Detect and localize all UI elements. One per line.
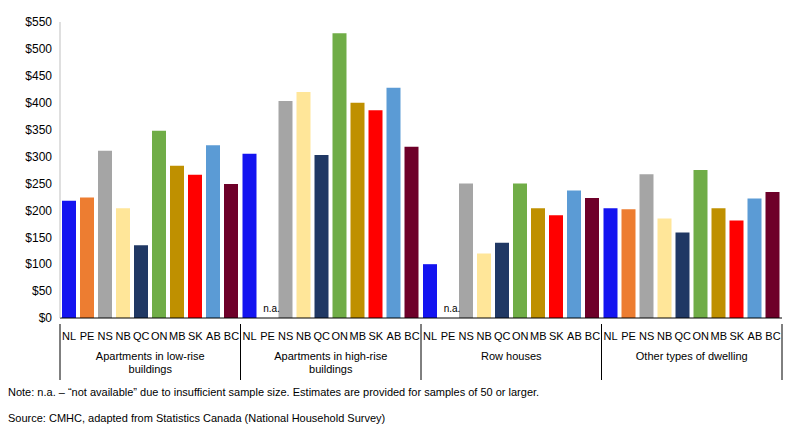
svg-text:NB: NB bbox=[296, 330, 311, 342]
svg-text:NB: NB bbox=[657, 330, 672, 342]
svg-text:$100: $100 bbox=[25, 257, 52, 271]
svg-text:ON: ON bbox=[693, 330, 710, 342]
svg-text:PE: PE bbox=[80, 330, 95, 342]
svg-text:ON: ON bbox=[151, 330, 168, 342]
svg-text:MB: MB bbox=[169, 330, 186, 342]
svg-text:SK: SK bbox=[369, 330, 384, 342]
svg-text:MB: MB bbox=[530, 330, 547, 342]
svg-text:QC: QC bbox=[674, 330, 691, 342]
svg-text:NB: NB bbox=[477, 330, 492, 342]
svg-text:AB: AB bbox=[567, 330, 582, 342]
svg-text:SK: SK bbox=[549, 330, 564, 342]
svg-text:MB: MB bbox=[350, 330, 367, 342]
svg-text:ON: ON bbox=[512, 330, 529, 342]
svg-text:NS: NS bbox=[278, 330, 293, 342]
svg-text:ON: ON bbox=[332, 330, 349, 342]
svg-text:$400: $400 bbox=[25, 96, 52, 110]
svg-text:BC: BC bbox=[404, 330, 419, 342]
svg-text:QC: QC bbox=[133, 330, 150, 342]
svg-text:$0: $0 bbox=[39, 311, 53, 325]
svg-text:$450: $450 bbox=[25, 69, 52, 83]
svg-text:BC: BC bbox=[585, 330, 600, 342]
svg-text:$500: $500 bbox=[25, 42, 52, 56]
svg-text:QC: QC bbox=[313, 330, 330, 342]
svg-text:n.a.: n.a. bbox=[444, 303, 461, 314]
svg-text:BC: BC bbox=[765, 330, 780, 342]
svg-text:AB: AB bbox=[206, 330, 221, 342]
html-text:Source: CMHC, adapted from Sta: Source: CMHC, adapted from Statistics Ca… bbox=[8, 412, 386, 424]
svg-text:PE: PE bbox=[260, 330, 275, 342]
svg-text:$50: $50 bbox=[32, 284, 52, 298]
svg-text:SK: SK bbox=[188, 330, 203, 342]
svg-text:NS: NS bbox=[639, 330, 654, 342]
svg-text:NS: NS bbox=[458, 330, 473, 342]
svg-text:QC: QC bbox=[494, 330, 511, 342]
svg-text:$150: $150 bbox=[25, 231, 52, 245]
svg-text:SK: SK bbox=[730, 330, 745, 342]
svg-text:MB: MB bbox=[711, 330, 728, 342]
svg-text:Apartments in low-risebuilding: Apartments in low-risebuildings bbox=[96, 350, 205, 375]
svg-text:$300: $300 bbox=[25, 150, 52, 164]
svg-text:PE: PE bbox=[441, 330, 456, 342]
svg-text:NL: NL bbox=[603, 330, 617, 342]
svg-text:AB: AB bbox=[748, 330, 763, 342]
svg-text:$250: $250 bbox=[25, 177, 52, 191]
svg-text:$200: $200 bbox=[25, 204, 52, 218]
svg-text:NL: NL bbox=[423, 330, 437, 342]
svg-text:AB: AB bbox=[387, 330, 402, 342]
html-text:Note: n.a. – “not available” d: Note: n.a. – “not available” due to insu… bbox=[8, 386, 540, 398]
svg-text:Apartments in high-risebuildin: Apartments in high-risebuildings bbox=[274, 350, 387, 375]
svg-text:n.a.: n.a. bbox=[263, 303, 280, 314]
svg-text:NS: NS bbox=[97, 330, 112, 342]
svg-text:Other types of dwelling: Other types of dwelling bbox=[636, 350, 748, 362]
svg-text:$550: $550 bbox=[25, 15, 52, 29]
svg-text:Row houses: Row houses bbox=[481, 350, 542, 362]
svg-text:BC: BC bbox=[224, 330, 239, 342]
svg-text:NB: NB bbox=[116, 330, 131, 342]
svg-text:NL: NL bbox=[242, 330, 256, 342]
svg-text:NL: NL bbox=[62, 330, 76, 342]
svg-text:PE: PE bbox=[621, 330, 636, 342]
svg-text:$350: $350 bbox=[25, 123, 52, 137]
